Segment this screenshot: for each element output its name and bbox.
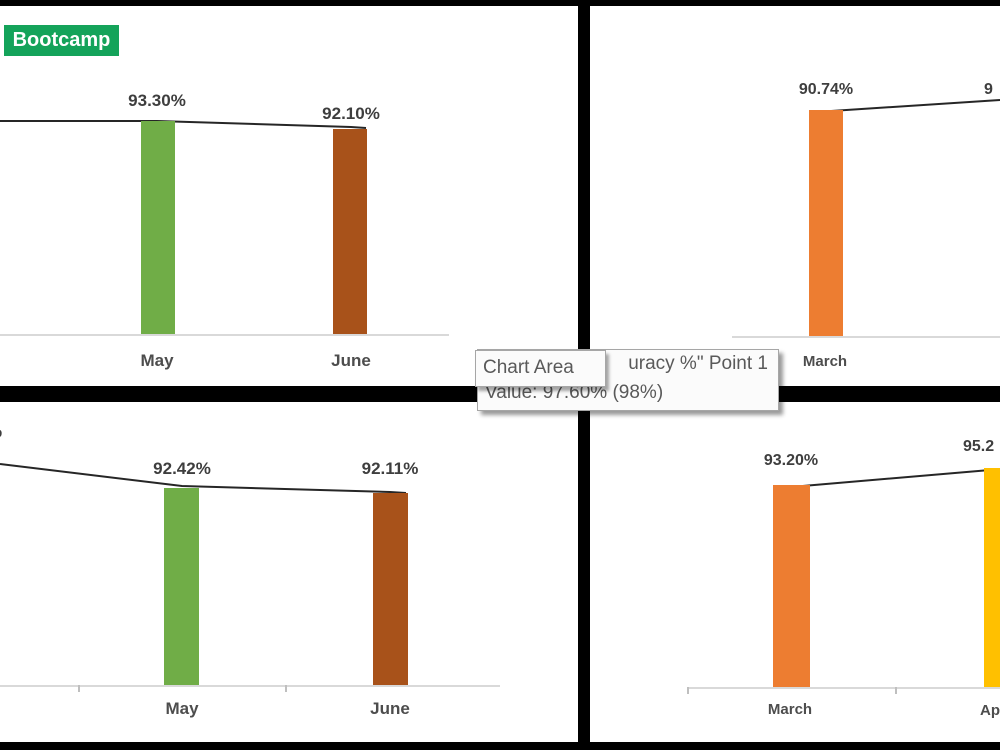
x-axis: [687, 687, 1000, 689]
category-label-april-clipped: Ap: [980, 702, 1000, 719]
data-label-march: 93.20%: [763, 452, 819, 469]
bar-june[interactable]: [333, 129, 367, 335]
axis-tick: [285, 685, 287, 692]
data-label-april-clipped: 95.2: [963, 438, 995, 455]
x-axis: [0, 685, 500, 687]
bar-june[interactable]: [373, 493, 408, 685]
x-axis: [732, 336, 1000, 338]
data-label-clipped: 9: [984, 81, 993, 98]
category-label-june: June: [331, 351, 371, 370]
bar-may[interactable]: [164, 488, 199, 685]
data-label-may: 93.30%: [128, 91, 186, 110]
bar-march[interactable]: [809, 110, 843, 336]
chart-top-right[interactable]: 90.74% 9 March: [590, 0, 1000, 386]
chart-bottom-right[interactable]: 93.20% 95.2 March Ap: [590, 402, 1000, 742]
bar-march[interactable]: [773, 485, 810, 687]
axis-tick: [895, 687, 897, 694]
category-label-june: June: [370, 699, 410, 718]
chart-border-top: [0, 0, 1000, 6]
axis-tick: [78, 685, 80, 692]
data-label-june: 92.11%: [361, 459, 419, 478]
series-point-tooltip-line1: uracy %" Point 1: [628, 353, 768, 374]
trend-line: [0, 463, 407, 494]
bar-april-clipped[interactable]: [984, 468, 1000, 687]
series-point-tooltip-value: Value: 97.60% (98%): [485, 382, 664, 403]
category-label-may: May: [165, 699, 199, 718]
data-label-clipped: %: [0, 422, 2, 442]
data-label-may: 92.42%: [153, 459, 211, 478]
category-label-may: May: [140, 351, 174, 370]
chart-top-left[interactable]: Bootcamp 93.30% 92.10% May June: [0, 0, 578, 386]
chart-bottom-left[interactable]: % 92.42% 92.11% May June: [0, 402, 578, 742]
chart-area-tooltip: Chart Area: [475, 350, 606, 387]
bar-may[interactable]: [141, 121, 175, 335]
category-label-march: March: [802, 353, 848, 370]
data-label-june: 92.10%: [322, 104, 380, 123]
x-axis: [0, 334, 449, 336]
bootcamp-badge: Bootcamp: [4, 25, 119, 56]
chart-border-bottom: [0, 742, 1000, 750]
data-label-march: 90.74%: [798, 81, 854, 98]
trend-line: [0, 120, 367, 129]
trend-line: [815, 99, 1000, 113]
axis-tick: [687, 687, 689, 694]
category-label-march: March: [767, 701, 813, 718]
